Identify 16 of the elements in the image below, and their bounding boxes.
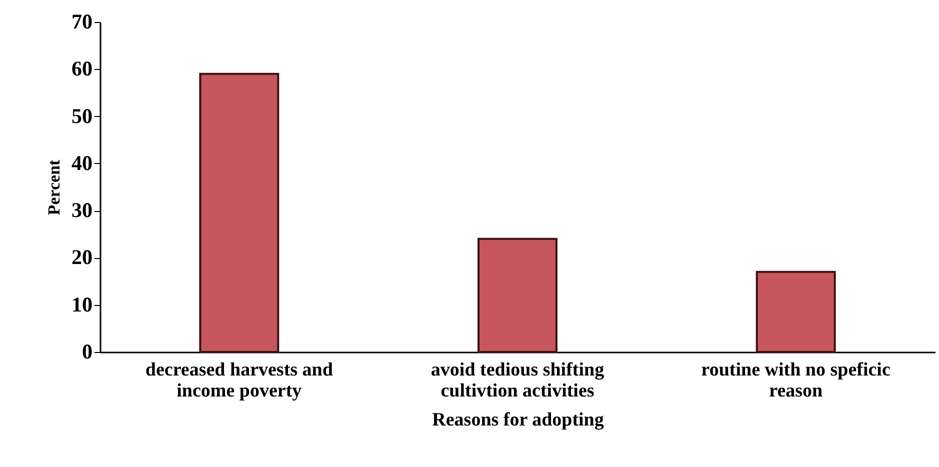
y-tick-label: 50	[72, 104, 92, 128]
x-axis-title: Reasons for adopting	[432, 410, 604, 430]
x-tick-label: avoid tedious shifting cultivtion activities	[430, 360, 605, 402]
bar	[478, 238, 558, 353]
y-tick-label: 0	[82, 340, 92, 364]
y-tick-label: 20	[72, 245, 92, 270]
y-tick-label: 10	[72, 292, 92, 316]
bar	[756, 270, 836, 353]
y-tick-label: 60	[72, 56, 92, 81]
y-tick-label: 40	[72, 150, 92, 175]
y-tick-label: 70	[72, 10, 92, 34]
x-tick-label: decreased harvests and income poverty	[145, 360, 334, 402]
x-tick-label: routine with no speficic reason	[701, 360, 890, 402]
y-axis-title: Percent	[44, 159, 64, 216]
bar	[199, 72, 280, 353]
y-tick-label: 30	[72, 198, 92, 222]
